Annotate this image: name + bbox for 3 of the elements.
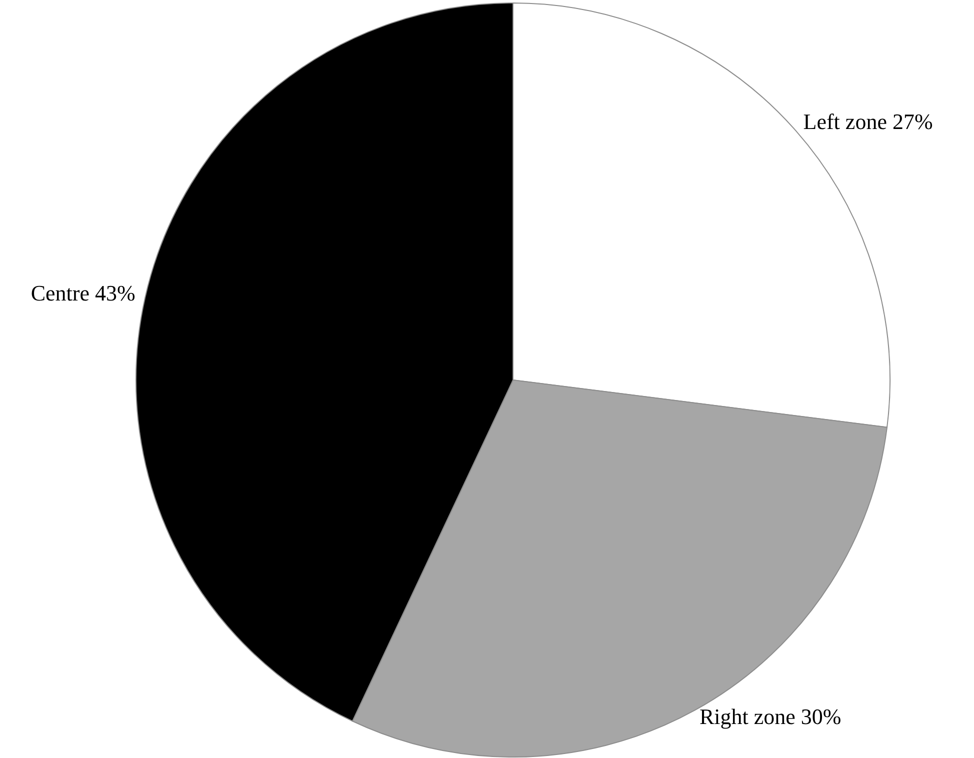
slice-label: Centre 43% <box>30 280 136 306</box>
slice-label: Left zone 27% <box>803 109 933 134</box>
slice-label: Right zone 30% <box>699 704 842 730</box>
